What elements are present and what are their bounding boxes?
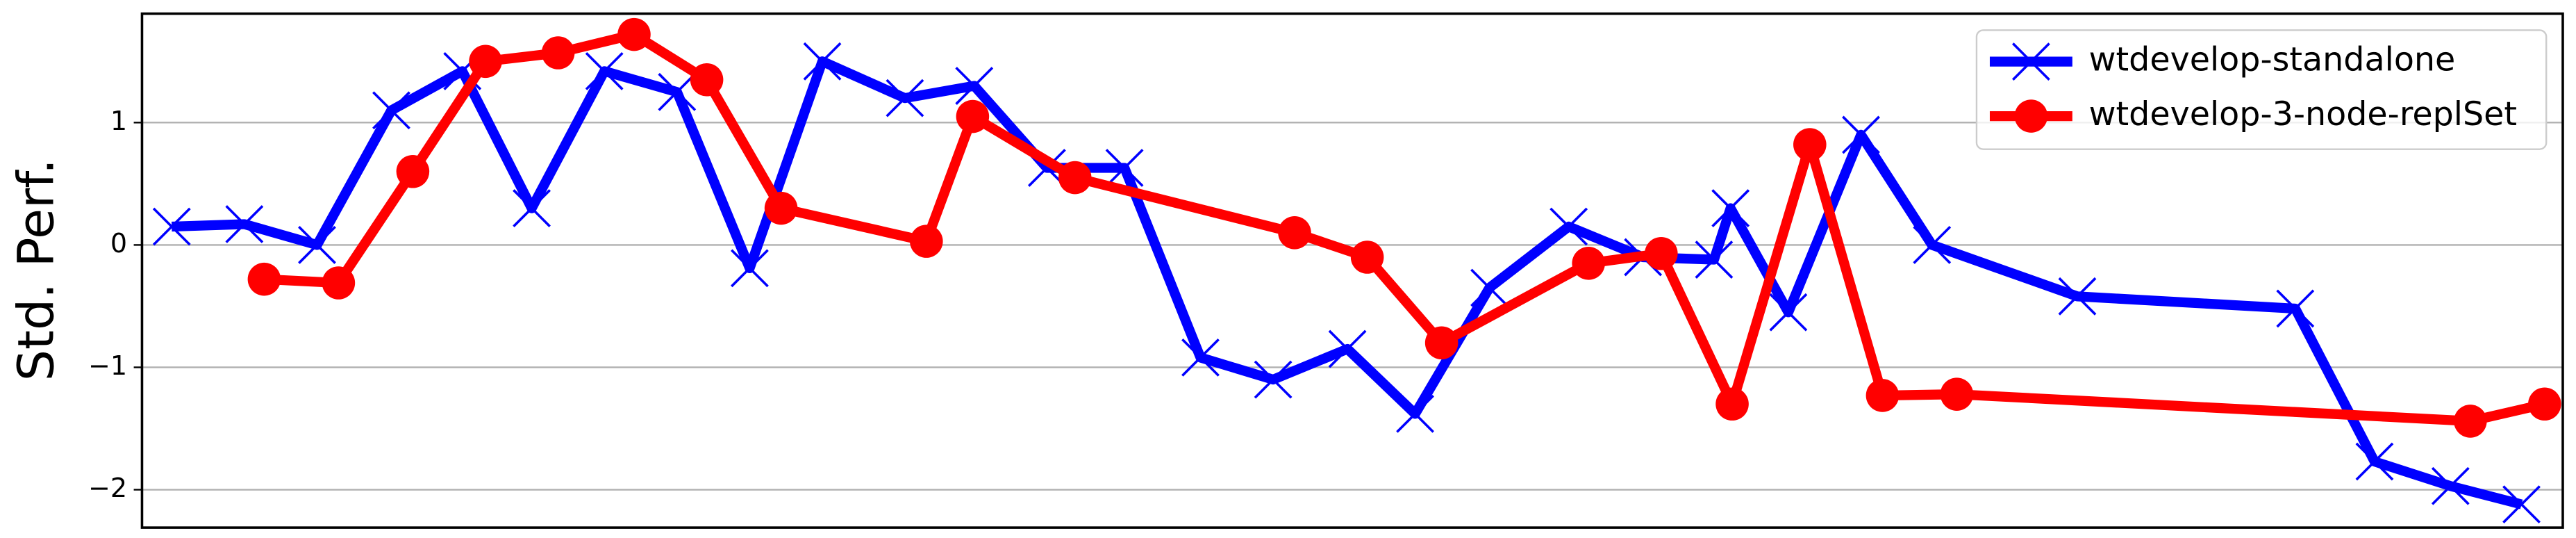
y-tick-label: −1	[88, 350, 127, 381]
marker	[372, 91, 410, 130]
marker	[2528, 387, 2561, 421]
marker	[1549, 207, 1588, 246]
marker	[1396, 394, 1434, 433]
marker	[617, 17, 651, 51]
marker	[2502, 485, 2541, 524]
legend-label: wtdevelop-standalone	[2089, 41, 2456, 79]
marker	[1913, 225, 1952, 264]
y-tick-label: −2	[88, 473, 127, 503]
marker	[298, 225, 336, 264]
marker	[1181, 338, 1220, 377]
legend-marker	[2011, 42, 2050, 81]
marker	[152, 207, 191, 246]
marker	[1350, 241, 1384, 274]
y-tick-label: 0	[110, 228, 127, 259]
marker	[956, 99, 990, 133]
marker	[1328, 329, 1367, 368]
marker	[731, 249, 769, 288]
marker	[1793, 128, 1827, 161]
line	[264, 29, 2546, 427]
marker	[886, 79, 924, 117]
series	[152, 42, 2541, 524]
marker	[1424, 326, 1459, 360]
marker	[2355, 442, 2394, 481]
marker	[2431, 466, 2470, 505]
marker	[910, 225, 943, 258]
marker	[1470, 268, 1509, 307]
marker	[541, 36, 575, 70]
marker	[1645, 236, 1678, 270]
marker	[322, 266, 356, 300]
marker	[225, 205, 264, 243]
y-axis-label: Std. Perf.	[8, 158, 65, 381]
marker	[396, 154, 430, 188]
marker	[1715, 387, 1749, 421]
marker	[1695, 241, 1734, 279]
y-tick-label: 1	[110, 106, 127, 136]
marker	[1711, 189, 1750, 228]
marker	[1769, 293, 1808, 332]
marker	[247, 262, 281, 296]
plot-frame	[140, 12, 2564, 529]
marker	[2276, 289, 2315, 328]
marker	[1254, 360, 1293, 399]
series	[247, 17, 2561, 438]
marker	[690, 63, 724, 97]
marker	[1842, 115, 1880, 154]
marker	[1105, 149, 1144, 187]
marker	[1278, 216, 1311, 250]
marker	[1940, 377, 1974, 411]
marker	[513, 189, 551, 228]
legend-box	[1975, 29, 2548, 150]
marker	[764, 191, 798, 225]
marker	[585, 51, 624, 90]
marker	[2454, 405, 2487, 438]
marker	[955, 67, 994, 105]
legend-marker	[2014, 99, 2048, 133]
legend-label: wtdevelop-3-node-replSet	[2089, 95, 2517, 133]
legend: wtdevelop-standalone wtdevelop-3-node-rep…	[1975, 29, 2548, 150]
marker	[469, 44, 502, 79]
marker	[803, 42, 842, 81]
marker	[2058, 277, 2097, 316]
marker	[658, 72, 697, 111]
marker	[1572, 247, 1605, 280]
marker	[1865, 379, 1900, 412]
marker	[1058, 161, 1092, 195]
